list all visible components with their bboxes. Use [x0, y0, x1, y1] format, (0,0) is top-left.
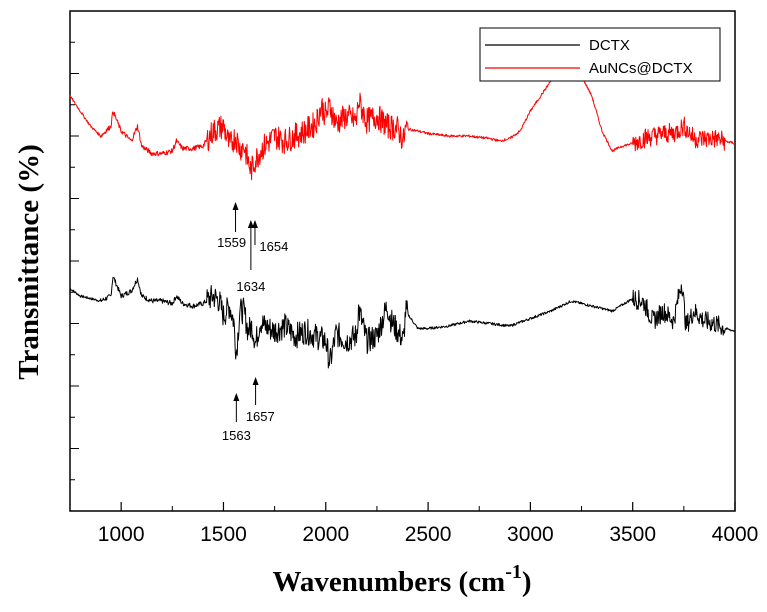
x-tick-label-4000: 4000	[712, 523, 759, 546]
annotation-label-1559: 1559	[217, 235, 246, 250]
x-axis-title-main: Wavenumbers (cm	[272, 566, 505, 598]
y-axis-title: Transmittance (%)	[13, 144, 45, 379]
x-tick-label-2500: 2500	[405, 523, 452, 546]
x-tick-label-3000: 3000	[507, 523, 554, 546]
legend-label-auncs-dctx: AuNCs@DCTX	[589, 60, 693, 77]
x-tick-label-2000: 2000	[302, 523, 349, 546]
peak-annotations: 1559 1634 1654 1563 1657	[217, 202, 288, 443]
annotation-label-1634: 1634	[236, 279, 265, 294]
annotation-label-1563: 1563	[222, 428, 251, 443]
series-layer	[69, 65, 736, 369]
x-axis-title: Wavenumbers (cm-1)	[272, 561, 531, 598]
legend-label-dctx: DCTX	[589, 37, 630, 54]
legend: DCTX AuNCs@DCTX	[479, 27, 721, 82]
annotation-arrow-head-1563	[233, 393, 240, 401]
x-axis-title-superscript: -1	[505, 561, 522, 583]
annotation-arrow-head-1634	[247, 220, 254, 228]
y-axis-ticks	[70, 10, 79, 512]
annotation-arrow-head-1559	[232, 202, 239, 210]
annotation-arrow-head-1657	[252, 377, 259, 385]
plot-frame	[69, 10, 736, 512]
series-line-dctx	[69, 276, 736, 369]
x-tick-label-3500: 3500	[609, 523, 656, 546]
series-line-auncs-dctx	[69, 65, 736, 181]
x-axis-title-close: )	[522, 566, 532, 598]
legend-box	[479, 27, 721, 82]
annotation-label-1654: 1654	[259, 239, 288, 254]
x-axis-ticks: 1000 1500 2000 2500 3000 3500 4000	[69, 502, 759, 546]
x-tick-label-1000: 1000	[98, 523, 145, 546]
annotation-label-1657: 1657	[246, 409, 275, 424]
annotation-arrow-head-1654	[251, 220, 258, 228]
x-tick-label-1500: 1500	[200, 523, 247, 546]
